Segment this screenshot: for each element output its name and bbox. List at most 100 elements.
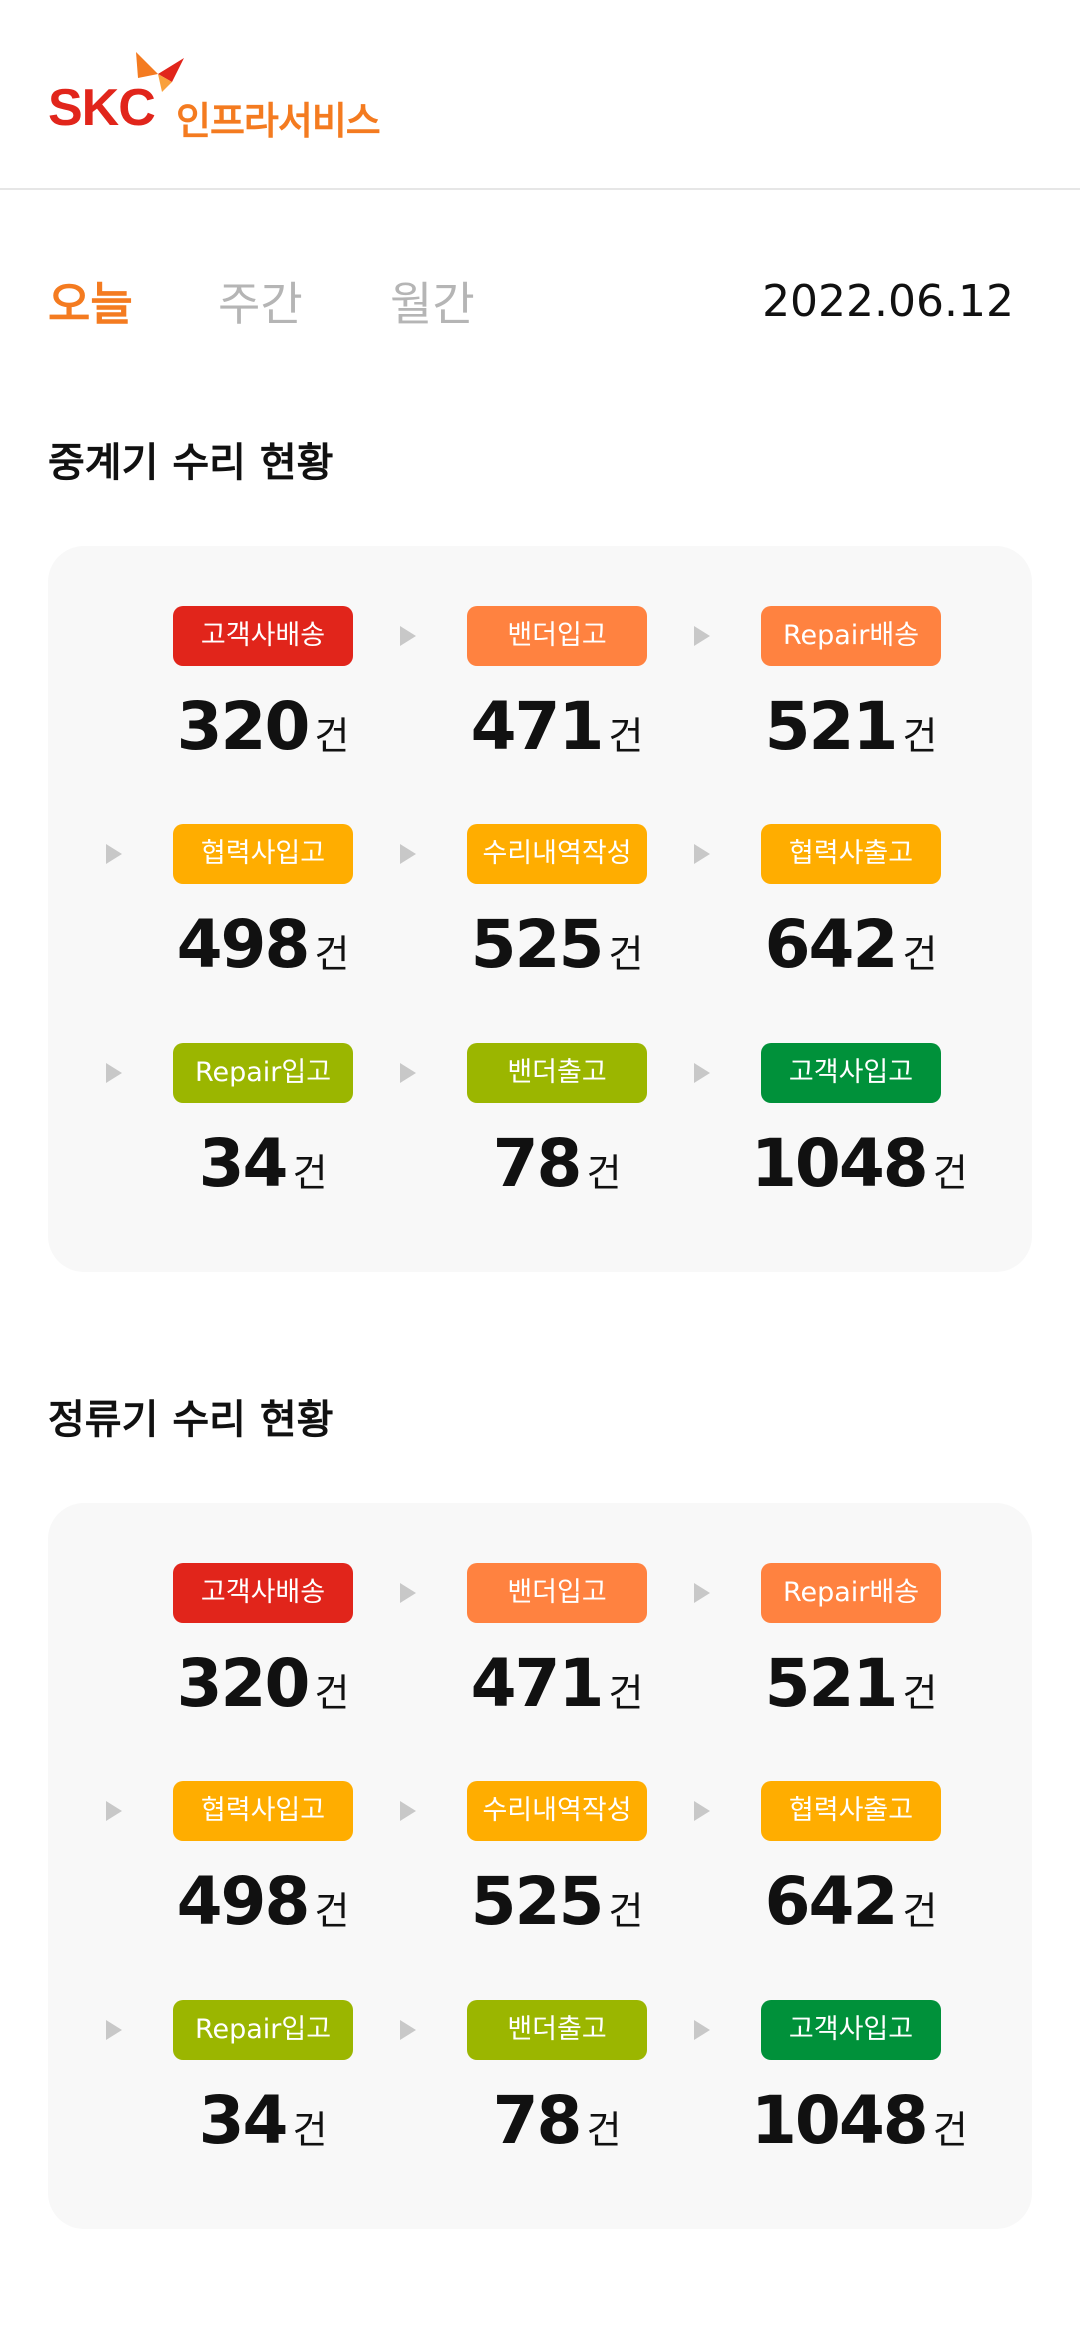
count-value: 320 [176,688,311,765]
status-count: 642 건 [751,906,951,983]
status-item[interactable]: 밴더출고 78 건 [457,2000,657,2160]
status-badge: 협력사출고 [761,1781,941,1841]
status-item[interactable]: 수리내역작성 525 건 [457,1781,657,1941]
status-count: 34 건 [163,2082,363,2159]
count-unit: 건 [586,1151,622,1195]
count-value: 34 [198,2082,289,2159]
count-unit: 건 [902,1671,938,1715]
flow-arrow-icon [106,2020,122,2040]
status-item[interactable]: 고객사배송 320 건 [163,606,363,766]
status-count: 498 건 [163,906,363,983]
status-badge: 밴더입고 [467,1563,647,1623]
count-value: 521 [764,688,899,765]
status-badge: Repair입고 [173,1043,353,1103]
status-item[interactable]: 고객사입고 1048 건 [751,2000,968,2160]
status-item[interactable]: 고객사배송 320 건 [163,1563,363,1723]
flow-arrow-icon [400,1063,416,1083]
count-unit: 건 [314,1671,350,1715]
count-value: 525 [470,906,605,983]
flow-arrow-icon [694,1583,710,1603]
status-count: 471 건 [457,1645,657,1722]
skc-logo[interactable]: SKC 인프라서비스 [48,48,388,143]
count-unit: 건 [932,1151,968,1195]
status-item[interactable]: Repair입고 34 건 [163,1043,363,1203]
status-count: 78 건 [457,2082,657,2159]
status-count: 642 건 [751,1863,951,1940]
tab-monthly[interactable]: 월간 [390,277,475,331]
status-item[interactable]: Repair배송 521 건 [751,606,951,766]
status-badge: 협력사출고 [761,824,941,884]
status-item[interactable]: 밴더입고 471 건 [457,606,657,766]
count-value: 525 [470,1863,605,1940]
status-badge: 수리내역작성 [467,824,647,884]
count-value: 78 [492,2082,583,2159]
count-value: 34 [198,1125,289,1202]
logo-sub-text: 인프라서비스 [176,99,381,143]
tab-today[interactable]: 오늘 [48,277,133,331]
status-badge: Repair입고 [173,2000,353,2060]
flow-arrow-icon [694,844,710,864]
count-unit: 건 [932,2108,968,2152]
count-value: 471 [470,1645,605,1722]
status-count: 320 건 [163,688,363,765]
flow-arrow-icon [400,1583,416,1603]
status-item[interactable]: Repair입고 34 건 [163,2000,363,2160]
status-count: 78 건 [457,1125,657,1202]
flow-arrow-icon [694,2020,710,2040]
count-value: 642 [764,906,899,983]
count-value: 498 [176,906,311,983]
count-unit: 건 [292,1151,328,1195]
count-value: 498 [176,1863,311,1940]
app-header: SKC 인프라서비스 [0,0,1080,190]
count-unit: 건 [314,1889,350,1933]
count-unit: 건 [292,2108,328,2152]
status-badge: 밴더출고 [467,2000,647,2060]
flow-arrow-icon [400,844,416,864]
count-value: 471 [470,688,605,765]
status-count: 471 건 [457,688,657,765]
count-unit: 건 [902,1889,938,1933]
status-item[interactable]: 협력사입고 498 건 [163,824,363,984]
status-count: 521 건 [751,688,951,765]
count-value: 1048 [751,1125,929,1202]
section-title-repeater: 중계기 수리 현황 [48,440,334,486]
status-item[interactable]: 고객사입고 1048 건 [751,1043,968,1203]
count-unit: 건 [314,932,350,976]
tab-weekly[interactable]: 주간 [218,277,303,331]
status-item[interactable]: 밴더입고 471 건 [457,1563,657,1723]
status-count: 498 건 [163,1863,363,1940]
logo-brand-text: SKC [48,79,156,137]
status-count: 521 건 [751,1645,951,1722]
status-item[interactable]: 협력사입고 498 건 [163,1781,363,1941]
status-item[interactable]: Repair배송 521 건 [751,1563,951,1723]
count-unit: 건 [586,2108,622,2152]
status-count: 1048 건 [751,1125,968,1202]
status-panel-rectifier: 고객사배송 320 건 밴더입고 471 건 Repair배송 521 건 협력사입고 498 건 수리… [48,1503,1032,2229]
flow-arrow-icon [694,1801,710,1821]
status-badge: 협력사입고 [173,1781,353,1841]
count-value: 78 [492,1125,583,1202]
flow-arrow-icon [400,1801,416,1821]
status-count: 525 건 [457,906,657,983]
count-value: 320 [176,1645,311,1722]
count-unit: 건 [608,1889,644,1933]
butterfly-logo-icon [136,52,184,92]
status-item[interactable]: 밴더출고 78 건 [457,1043,657,1203]
count-value: 521 [764,1645,899,1722]
status-item[interactable]: 협력사출고 642 건 [751,824,951,984]
status-item[interactable]: 협력사출고 642 건 [751,1781,951,1941]
status-badge: Repair배송 [761,1563,941,1623]
section-title-rectifier: 정류기 수리 현황 [48,1397,334,1443]
status-item[interactable]: 수리내역작성 525 건 [457,824,657,984]
count-unit: 건 [314,714,350,758]
status-count: 34 건 [163,1125,363,1202]
count-value: 1048 [751,2082,929,2159]
current-date: 2022.06.12 [762,276,1014,327]
count-unit: 건 [902,932,938,976]
status-count: 320 건 [163,1645,363,1722]
count-unit: 건 [608,1671,644,1715]
count-unit: 건 [608,714,644,758]
flow-arrow-icon [106,1801,122,1821]
status-count: 1048 건 [751,2082,968,2159]
